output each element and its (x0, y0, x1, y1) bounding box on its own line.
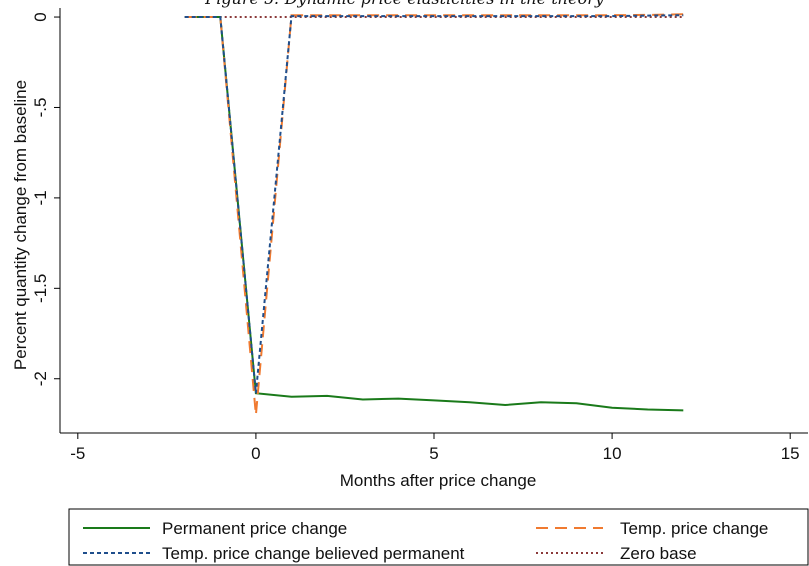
y-tick-label: -.5 (31, 98, 50, 118)
legend-label-0: Permanent price change (162, 519, 347, 538)
legend: Permanent price change Temp. price change… (68, 508, 809, 566)
x-tick-label: 15 (781, 444, 800, 463)
y-tick-label: 0 (31, 12, 50, 21)
tick-layer: -5 0 5 10 15 0 -.5 -1 -1.5 -2 (31, 12, 800, 463)
x-axis-label: Months after price change (340, 471, 537, 490)
legend-box (68, 508, 809, 566)
y-axis-label: Percent quantity change from baseline (11, 80, 30, 370)
legend-label-1: Temp. price change (620, 519, 768, 538)
page-title: Figure 5: Dynamic price elasticities in … (0, 0, 809, 8)
x-tick-label: 0 (251, 444, 260, 463)
series-line-2 (184, 14, 684, 394)
x-tick-label: 10 (603, 444, 622, 463)
x-tick-label: 5 (429, 444, 438, 463)
axes (59, 8, 808, 434)
legend-label-3: Zero base (620, 544, 697, 563)
x-tick-label: -5 (70, 444, 85, 463)
y-tick-label: -2 (31, 371, 50, 386)
series-layer (184, 13, 684, 415)
series-line-1 (184, 13, 684, 415)
series-line-0 (184, 16, 684, 412)
legend-label-2: Temp. price change believed permanent (162, 544, 465, 563)
y-tick-label: -1 (31, 190, 50, 205)
y-tick-label: -1.5 (31, 274, 50, 303)
